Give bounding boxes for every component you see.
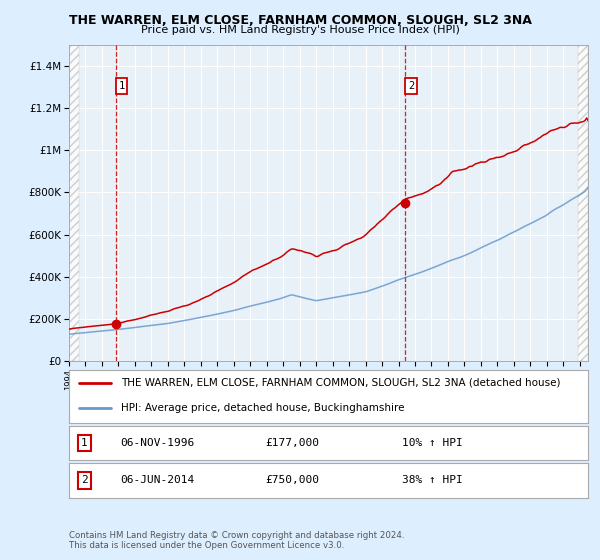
Text: 38% ↑ HPI: 38% ↑ HPI <box>402 475 463 486</box>
Text: £177,000: £177,000 <box>265 438 319 448</box>
Text: £750,000: £750,000 <box>265 475 319 486</box>
Text: THE WARREN, ELM CLOSE, FARNHAM COMMON, SLOUGH, SL2 3NA: THE WARREN, ELM CLOSE, FARNHAM COMMON, S… <box>68 14 532 27</box>
Text: 06-JUN-2014: 06-JUN-2014 <box>120 475 194 486</box>
Text: 1: 1 <box>118 81 125 91</box>
Text: Contains HM Land Registry data © Crown copyright and database right 2024.
This d: Contains HM Land Registry data © Crown c… <box>69 530 404 550</box>
Text: 06-NOV-1996: 06-NOV-1996 <box>120 438 194 448</box>
Text: 10% ↑ HPI: 10% ↑ HPI <box>402 438 463 448</box>
Text: Price paid vs. HM Land Registry's House Price Index (HPI): Price paid vs. HM Land Registry's House … <box>140 25 460 35</box>
Text: 2: 2 <box>408 81 414 91</box>
Text: 1: 1 <box>81 438 88 448</box>
Text: 2: 2 <box>81 475 88 486</box>
Text: HPI: Average price, detached house, Buckinghamshire: HPI: Average price, detached house, Buck… <box>121 403 404 413</box>
Text: THE WARREN, ELM CLOSE, FARNHAM COMMON, SLOUGH, SL2 3NA (detached house): THE WARREN, ELM CLOSE, FARNHAM COMMON, S… <box>121 378 560 388</box>
